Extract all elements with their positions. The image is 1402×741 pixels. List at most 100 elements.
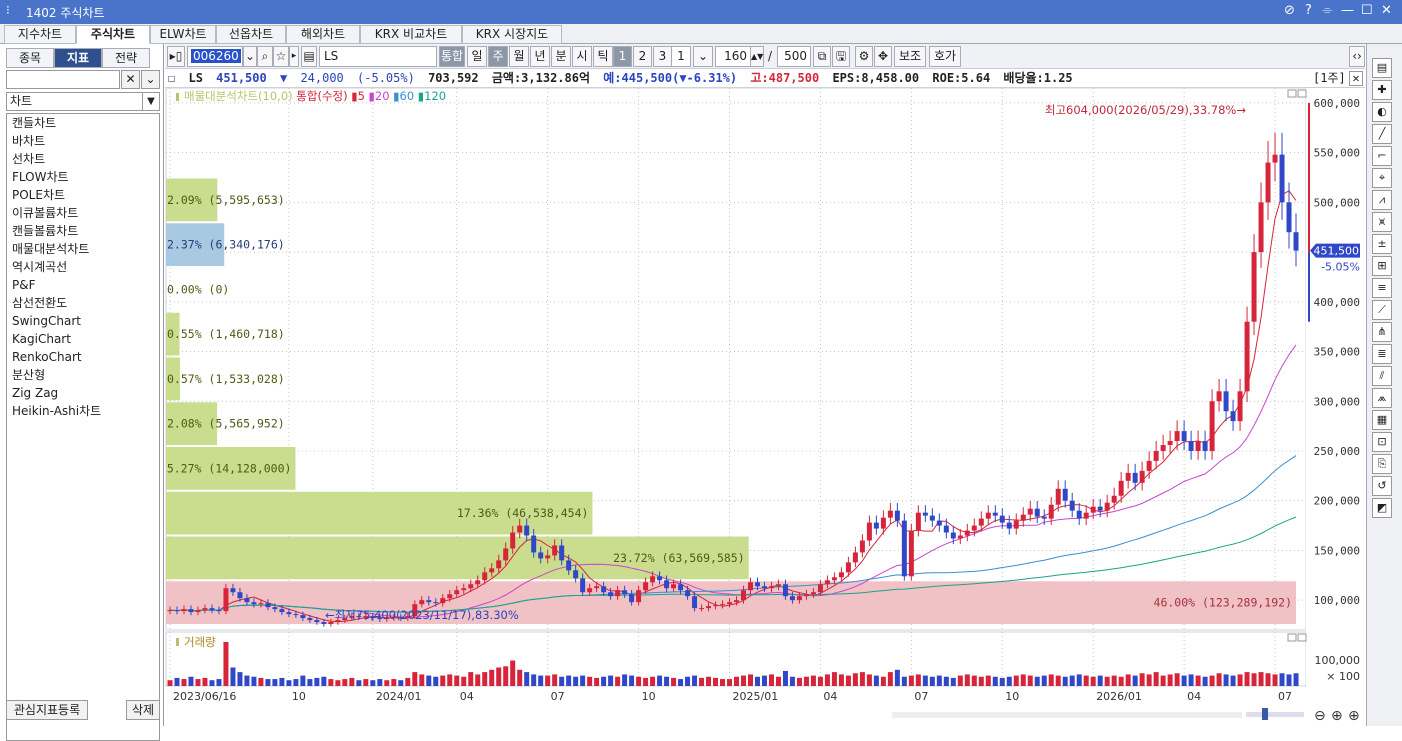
drawing-tool-icon[interactable]: ✚ <box>1372 80 1392 100</box>
indicator-item[interactable]: 바차트 <box>12 134 46 148</box>
drawing-tool-icon[interactable]: ◐ <box>1372 102 1392 122</box>
drawing-tool-icon[interactable]: ± <box>1372 234 1392 254</box>
indicator-item[interactable]: SwingChart <box>12 314 81 328</box>
tab-2[interactable]: ELW차트 <box>150 25 216 44</box>
tab-5[interactable]: KRX 비교차트 <box>360 25 462 44</box>
tab-6[interactable]: KRX 시장지도 <box>462 25 562 44</box>
tab-indicator[interactable]: 지표 <box>54 48 102 68</box>
help-icon[interactable]: ? <box>1305 3 1312 18</box>
app-menu-icon[interactable]: ⁝ <box>6 3 10 17</box>
crosshair-icon[interactable]: ✥ <box>874 46 892 67</box>
quote-button[interactable]: 호가 <box>929 46 961 67</box>
zoom-fit-icon[interactable]: ⊕ <box>1348 708 1360 724</box>
chevron-down-icon[interactable]: ⌄ <box>243 46 257 67</box>
period-button[interactable]: 월 <box>509 46 529 67</box>
delete-button[interactable]: 삭제 <box>126 700 160 720</box>
maximize-button[interactable]: ☐ <box>1361 3 1373 18</box>
stock-list-icon[interactable]: ▤ <box>301 46 317 67</box>
drawing-tool-icon[interactable]: ▤ <box>1372 58 1392 78</box>
horizontal-scrollbar[interactable] <box>892 712 1242 718</box>
drawing-tool-icon[interactable]: ⊡ <box>1372 432 1392 452</box>
drawing-tool-icon[interactable]: ◩ <box>1372 498 1392 518</box>
link-icon[interactable]: ⊘ <box>1284 3 1295 18</box>
drawing-tool-icon[interactable]: ⩙ <box>1372 212 1392 232</box>
panel-button[interactable] <box>1287 633 1297 642</box>
chevron-down-icon[interactable]: ⌄ <box>141 70 160 89</box>
chevron-down-icon[interactable]: ⌄ <box>693 46 713 67</box>
drawing-tool-icon[interactable]: ⩕ <box>1372 388 1392 408</box>
collapse-toolbar-icon[interactable]: ‹› <box>1349 46 1365 67</box>
zoom-in-icon[interactable]: ⊕ <box>1331 708 1343 724</box>
drawing-tool-icon[interactable]: ↺ <box>1372 476 1392 496</box>
drawing-tool-icon[interactable]: ⌐ <box>1372 146 1392 166</box>
settings-gear-icon[interactable]: ⚙ <box>855 46 873 67</box>
star-icon[interactable]: ☆ <box>273 46 289 67</box>
close-icon[interactable]: ✕ <box>1349 71 1363 86</box>
drawing-tool-icon[interactable]: ╱ <box>1372 124 1392 144</box>
settings-icon[interactable]: ⌯ <box>1322 3 1333 18</box>
indicator-item[interactable]: FLOW차트 <box>12 170 69 184</box>
indicator-item[interactable]: 캔들볼륨차트 <box>12 224 79 238</box>
period-button[interactable]: 일 <box>467 46 487 67</box>
indicator-item[interactable]: KagiChart <box>12 332 71 346</box>
tab-stock[interactable]: 종목 <box>6 48 54 68</box>
indicator-item[interactable]: 매물대분석차트 <box>12 242 90 256</box>
zoom-slider[interactable] <box>1246 712 1304 717</box>
period-button[interactable]: 틱 <box>593 46 613 67</box>
indicator-item[interactable]: 캔들차트 <box>12 116 57 130</box>
clear-icon[interactable]: ✕ <box>121 70 140 89</box>
drawing-tool-icon[interactable]: ⊞ <box>1372 256 1392 276</box>
indicator-item[interactable]: POLE차트 <box>12 188 66 202</box>
total-field[interactable]: 500 <box>777 46 811 67</box>
indicator-search-input[interactable] <box>6 70 120 89</box>
tab-0[interactable]: 지수차트 <box>4 25 76 44</box>
period-button[interactable]: 분 <box>551 46 571 67</box>
indicator-item[interactable]: RenkoChart <box>12 350 82 364</box>
panel-button[interactable] <box>1297 633 1307 642</box>
indicator-item[interactable]: 삼선전환도 <box>12 296 68 310</box>
tab-4[interactable]: 해외차트 <box>286 25 360 44</box>
aux-button[interactable]: 보조 <box>894 46 926 67</box>
panel-button[interactable] <box>1287 89 1297 98</box>
layout-button[interactable]: 2 <box>633 46 652 67</box>
combined-button[interactable]: 통합 <box>439 46 465 67</box>
next-arrow-icon[interactable]: ▸ <box>289 46 299 67</box>
stock-code-input[interactable]: 006260 <box>191 49 241 63</box>
checkbox-icon[interactable]: ☐ <box>168 71 176 85</box>
period-button[interactable]: 시 <box>572 46 592 67</box>
minimize-button[interactable]: — <box>1341 3 1354 18</box>
panel-button[interactable] <box>1297 89 1307 98</box>
count-field[interactable]: 160 <box>715 46 751 67</box>
drawing-tool-icon[interactable]: ▦ <box>1372 410 1392 430</box>
count-stepper[interactable]: ▲▼ <box>750 46 764 67</box>
indicator-item[interactable]: 분산형 <box>12 368 46 382</box>
zoom-slider-thumb[interactable] <box>1262 708 1268 720</box>
new-window-icon[interactable]: ⧉ <box>813 46 831 67</box>
drawing-tool-icon[interactable]: ⟋ <box>1372 300 1392 320</box>
drawing-tool-icon[interactable]: ⋔ <box>1372 322 1392 342</box>
layout-button[interactable]: 1 <box>613 46 632 67</box>
period-button[interactable]: 년 <box>530 46 550 67</box>
indicator-item[interactable]: 선차트 <box>12 152 46 166</box>
drawing-tool-icon[interactable]: ⎘ <box>1372 454 1392 474</box>
period-button[interactable]: 주 <box>488 46 508 67</box>
drawing-tool-icon[interactable]: ⌖ <box>1372 168 1392 188</box>
save-icon[interactable]: 🖫 <box>832 46 850 67</box>
tab-3[interactable]: 선옵차트 <box>216 25 286 44</box>
drawing-tool-icon[interactable]: ≣ <box>1372 344 1392 364</box>
panel-toggle-button[interactable]: ▸▯ <box>167 46 185 67</box>
zoom-out-icon[interactable]: ⊖ <box>1314 708 1326 724</box>
indicator-item[interactable]: Zig Zag <box>12 386 59 400</box>
indicator-item[interactable]: 이큐볼륨차트 <box>12 206 79 220</box>
close-button[interactable]: ✕ <box>1381 3 1392 18</box>
indicator-item[interactable]: P&F <box>12 278 36 292</box>
drawing-tool-icon[interactable]: ⩘ <box>1372 190 1392 210</box>
layout-button[interactable]: 3 <box>653 46 672 67</box>
category-select[interactable]: 차트 ▼ <box>6 92 160 111</box>
tab-strategy[interactable]: 전략 <box>102 48 150 68</box>
drawing-tool-icon[interactable]: ≡ <box>1372 278 1392 298</box>
tab-1[interactable]: 주식차트 <box>76 25 150 44</box>
interval-field[interactable]: 1 <box>671 46 691 67</box>
indicator-item[interactable]: Heikin-Ashi차트 <box>12 404 102 418</box>
register-indicator-button[interactable]: 관심지표등록 <box>6 700 88 720</box>
